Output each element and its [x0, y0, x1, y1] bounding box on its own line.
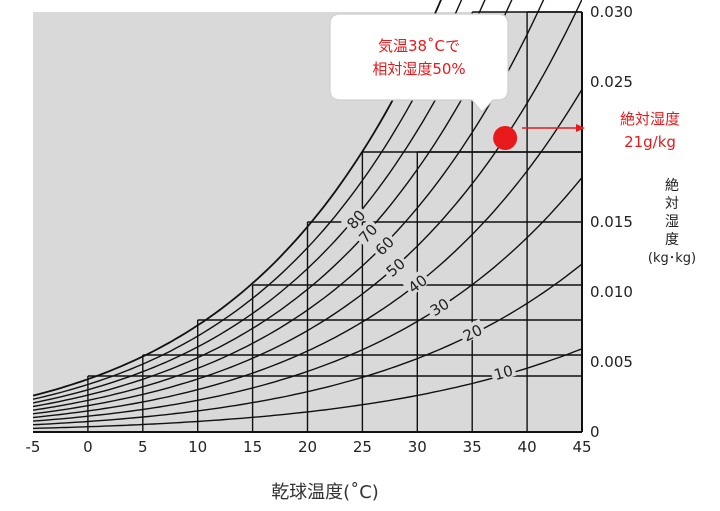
rh-label-bg — [380, 252, 409, 281]
x-tick-label: -5 — [26, 438, 41, 456]
rh-label-bg — [489, 360, 517, 382]
y-tick-label: 0 — [590, 423, 600, 441]
x-tick-label: 35 — [463, 438, 482, 456]
x-tick-label: 25 — [353, 438, 372, 456]
svg-text:対: 対 — [665, 196, 679, 212]
y-tick-label: 0.025 — [590, 73, 633, 91]
abs-humidity-label: 絶対湿度 21g/kg — [620, 110, 680, 151]
x-tick-label: 30 — [408, 438, 427, 456]
y-tick-label: 0.005 — [590, 353, 633, 371]
rh-label-bg — [340, 203, 369, 233]
y-tick-label: 0.010 — [590, 283, 633, 301]
highlight-point — [493, 126, 518, 150]
y-tick-labels: 0 0.005 0.010 0.015 0.025 0.030 — [590, 3, 633, 441]
x-tick-label: 5 — [138, 438, 148, 456]
svg-text:絶: 絶 — [665, 178, 679, 194]
svg-text:度: 度 — [665, 232, 679, 248]
x-tick-label: 20 — [298, 438, 317, 456]
x-tick-label: 10 — [188, 438, 207, 456]
x-tick-label: 40 — [518, 438, 537, 456]
callout-bubble: 気温38˚Cで 相対湿度50% — [329, 13, 509, 113]
svg-text:絶対湿度: 絶対湿度 — [620, 110, 680, 128]
rh-label-bg — [369, 230, 398, 259]
svg-text:(kg･kg): (kg･kg) — [648, 251, 696, 266]
rh-label-bg — [352, 217, 381, 247]
callout-line-1: 気温38˚Cで — [378, 37, 460, 55]
svg-text:湿: 湿 — [665, 214, 679, 230]
x-tick-label: 45 — [572, 438, 591, 456]
rh-label-bg — [457, 318, 487, 344]
y-tick-label: 0.030 — [590, 3, 633, 21]
callout-line-2: 相対湿度50% — [372, 60, 465, 78]
rh-label-10: 10 — [492, 362, 515, 384]
rh-label-bg — [402, 268, 431, 297]
y-tick-label: 0.015 — [590, 213, 633, 231]
x-tick-labels: -5 0 5 10 15 20 25 30 35 40 45 — [26, 438, 592, 456]
x-tick-label: 15 — [243, 438, 262, 456]
svg-text:21g/kg: 21g/kg — [624, 133, 676, 151]
y-axis-label: 絶 対 湿 度 (kg･kg) — [648, 178, 696, 266]
rh-label-bg — [424, 292, 454, 319]
abs-humidity-arrow — [522, 124, 585, 132]
x-tick-label: 0 — [83, 438, 93, 456]
x-axis-label: 乾球温度(˚C) — [271, 482, 379, 503]
